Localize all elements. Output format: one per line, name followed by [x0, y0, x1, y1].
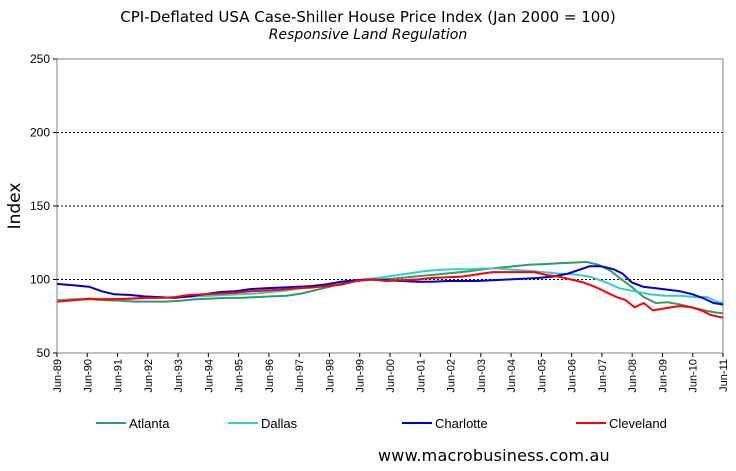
- x-tick-label: Jun-90: [82, 359, 94, 393]
- x-tick-label: Jun-05: [536, 359, 548, 393]
- x-tick-label: Jun-98: [324, 359, 336, 393]
- legend-swatch: [96, 422, 126, 424]
- series-atlanta-line: [57, 260, 724, 315]
- legend-label: Atlanta: [129, 415, 170, 431]
- source-url: www.macrobusiness.com.au: [378, 446, 610, 465]
- legend-item-dallas: Dallas: [228, 414, 297, 432]
- x-tick-label: Jun-00: [385, 359, 397, 393]
- x-tick-label: Jun-03: [476, 359, 488, 393]
- x-tick-label: Jun-93: [173, 359, 185, 393]
- x-tick-label: Jun-99: [355, 359, 367, 393]
- legend-item-cleveland: Cleveland: [576, 414, 667, 432]
- legend-swatch: [402, 422, 432, 424]
- y-axis: 50 100 150 200 250: [30, 52, 57, 360]
- y-tick-label: 250: [30, 52, 50, 66]
- y-tick-label: 150: [30, 199, 50, 213]
- x-tick-label: Jun-02: [446, 359, 458, 393]
- legend-swatch: [576, 422, 606, 424]
- series-cleveland-line: [57, 271, 724, 319]
- x-axis: Jun-89 Jun-90 Jun-91 Jun-92 Jun-93 Jun-94 Jun-…: [52, 353, 730, 393]
- chart-title: CPI-Deflated USA Case-Shiller House Pric…: [120, 8, 616, 26]
- x-tick-label: Jun-10: [688, 359, 700, 393]
- x-tick-label: Jun-96: [264, 359, 276, 393]
- y-tick-label: 100: [30, 273, 50, 287]
- x-tick-label: Jun-95: [234, 359, 246, 393]
- legend-item-charlotte: Charlotte: [402, 414, 488, 432]
- x-tick-label: Jun-91: [113, 359, 125, 393]
- x-tick-label: Jun-97: [294, 359, 306, 393]
- legend-swatch: [228, 422, 258, 424]
- legend-label: Dallas: [261, 415, 298, 431]
- chart-subtitle: Responsive Land Regulation: [268, 27, 468, 43]
- x-tick-label: Jun-08: [627, 359, 639, 393]
- x-tick-label: Jun-11: [718, 359, 730, 392]
- series-lines: [57, 260, 724, 319]
- x-tick-label: Jun-92: [143, 359, 155, 393]
- x-tick-label: Jun-07: [597, 359, 609, 393]
- x-tick-label: Jun-01: [415, 359, 427, 393]
- legend-item-atlanta: Atlanta: [96, 414, 169, 432]
- x-tick-label: Jun-89: [52, 359, 64, 393]
- y-axis-label: Index: [5, 183, 25, 230]
- x-tick-label: Jun-94: [203, 359, 215, 393]
- legend-label: Charlotte: [435, 415, 488, 431]
- x-tick-label: Jun-04: [506, 359, 518, 393]
- y-tick-label: 200: [30, 126, 50, 140]
- legend-label: Cleveland: [609, 415, 667, 431]
- x-tick-label: Jun-06: [567, 359, 579, 393]
- x-tick-label: Jun-09: [657, 359, 669, 393]
- y-tick-label: 50: [37, 346, 51, 360]
